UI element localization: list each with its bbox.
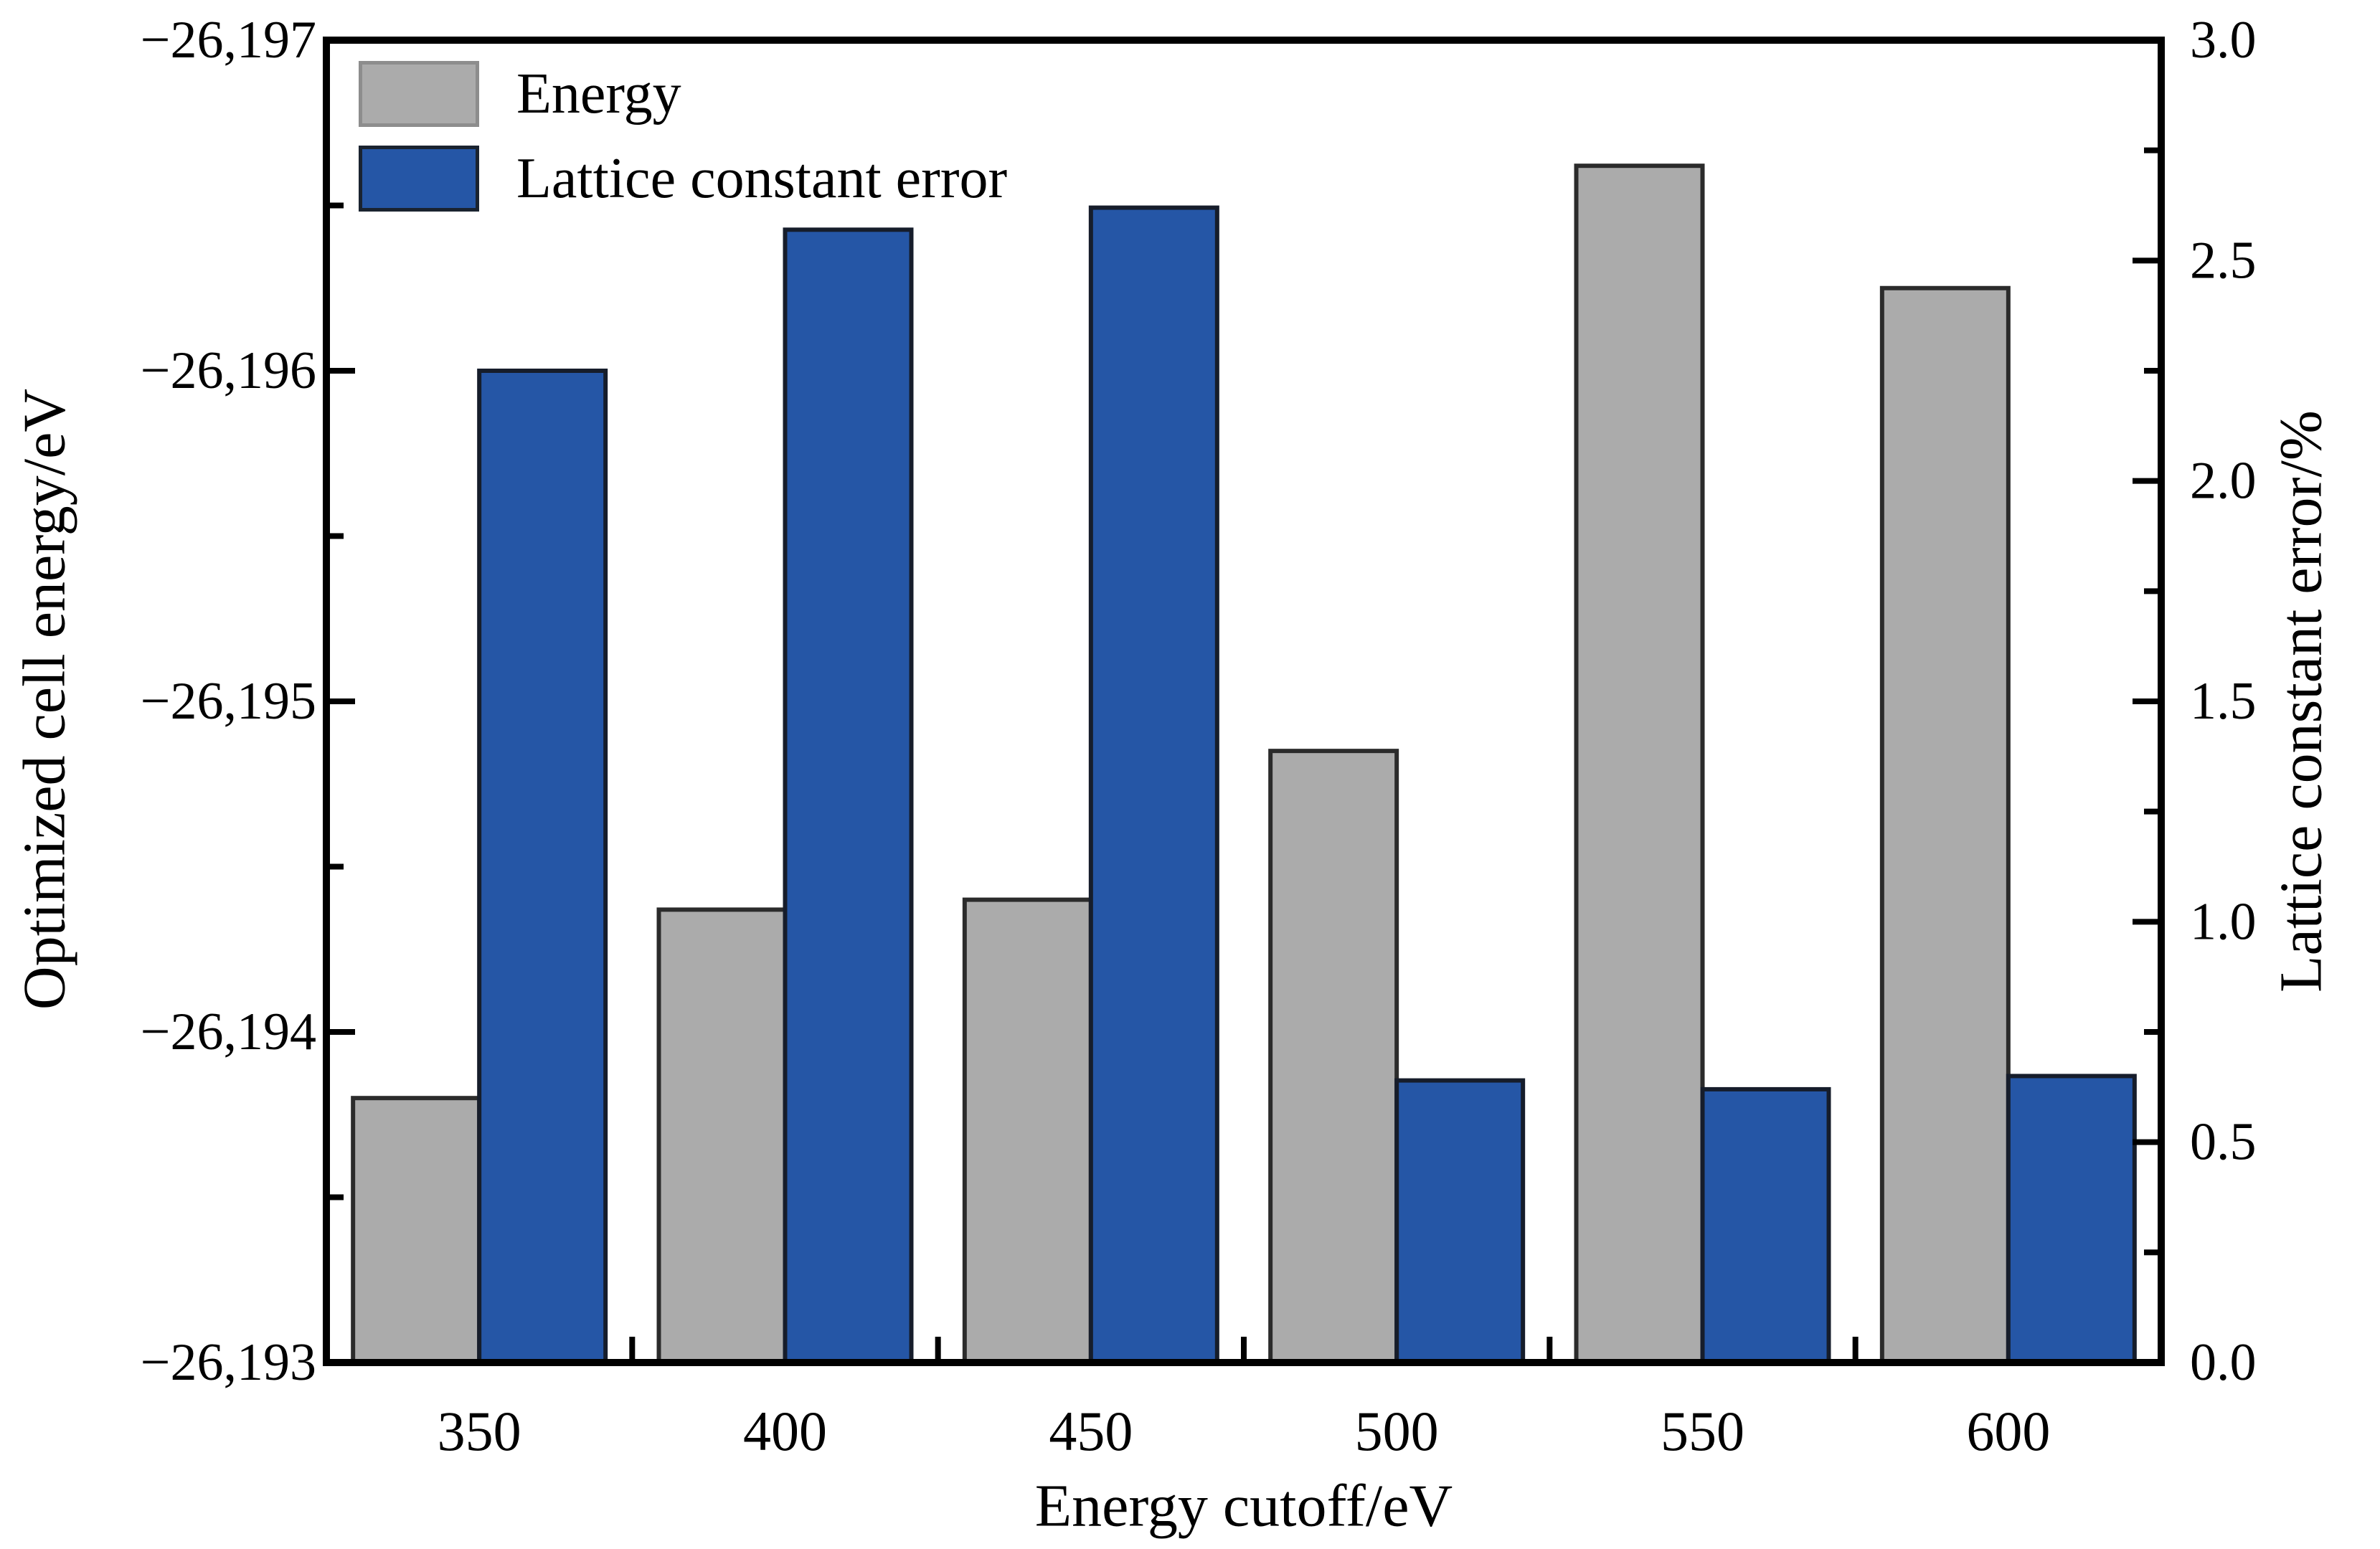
x-axis-tick-label: 450: [1049, 1400, 1133, 1462]
legend-item-energy: Energy: [359, 60, 1007, 128]
x-axis-tick-label: 600: [1966, 1400, 2050, 1462]
left-axis-tick-label: −26,196: [141, 341, 316, 400]
x-axis-title: Energy cutoff/eV: [1034, 1472, 1453, 1540]
right-axis-tick-label: 2.5: [2190, 231, 2257, 290]
right-axis-tick-label: 1.5: [2190, 672, 2257, 731]
right-axis-tick-label: 1.0: [2190, 892, 2257, 951]
left-axis-tick-label: −26,193: [141, 1333, 316, 1392]
x-axis-tick-label: 350: [438, 1400, 521, 1462]
bar-lattice-error-450: [1088, 205, 1219, 1365]
x-axis-tick-label: 400: [743, 1400, 827, 1462]
right-axis-tick-label: 2.0: [2190, 452, 2257, 511]
left-axis-tick-label: −26,197: [141, 11, 316, 70]
bar-energy-550: [1574, 164, 1705, 1365]
bar-energy-350: [351, 1096, 482, 1365]
left-axis-title: Optimized cell energy/eV: [11, 388, 78, 1010]
bar-lattice-error-550: [1700, 1086, 1831, 1365]
x-axis-tick-label: 550: [1661, 1400, 1744, 1462]
bar-energy-600: [1879, 285, 2011, 1365]
left-axis-tick-label: −26,194: [141, 1003, 316, 1061]
legend: Energy Lattice constant error: [359, 60, 1007, 229]
bar-lattice-error-350: [477, 369, 608, 1365]
left-axis-tick-label: −26,195: [141, 672, 316, 731]
legend-item-lattice-error: Lattice constant error: [359, 145, 1007, 212]
right-axis-tick-label: 0.5: [2190, 1113, 2257, 1172]
legend-swatch-energy: [359, 61, 479, 127]
legend-swatch-lattice-error: [359, 146, 479, 212]
x-axis-tick-label: 500: [1355, 1400, 1439, 1462]
bar-energy-400: [656, 907, 788, 1365]
right-axis-tick-label: 0.0: [2190, 1333, 2257, 1392]
right-axis-tick-label: 3.0: [2190, 11, 2257, 70]
legend-label-lattice-error: Lattice constant error: [516, 146, 1008, 210]
bar-lattice-error-500: [1394, 1078, 1526, 1365]
bar-lattice-error-600: [2006, 1074, 2137, 1365]
legend-label-energy: Energy: [516, 62, 681, 125]
right-axis-title: Lattice constant error/%: [2267, 410, 2335, 993]
bar-energy-500: [1268, 749, 1399, 1365]
plot-box: [323, 37, 2165, 1366]
bar-energy-450: [962, 897, 1093, 1365]
bar-lattice-error-400: [783, 227, 914, 1365]
